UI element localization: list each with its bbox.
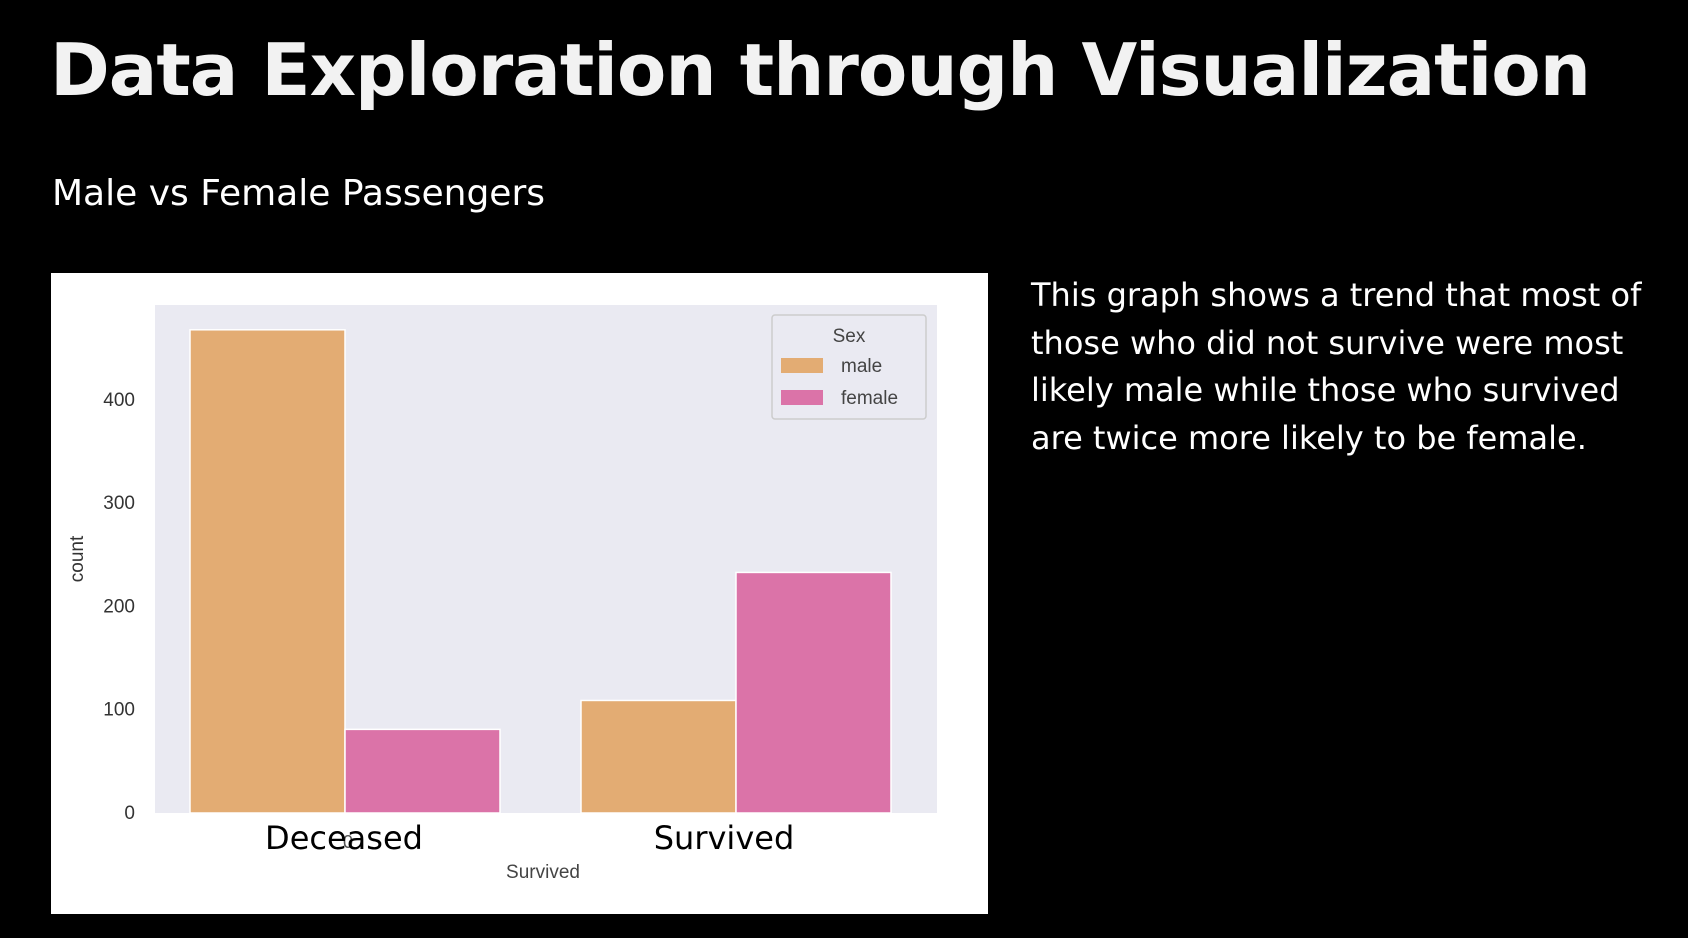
legend-label-female: female: [841, 388, 898, 409]
category-label-survived: Survived: [654, 819, 795, 857]
y-tick-label: 400: [103, 390, 135, 411]
bar-male-survived: [580, 699, 737, 814]
y-tick-label: 300: [103, 493, 135, 514]
x-tick-glyph: 0: [343, 832, 353, 852]
y-axis-label: count: [67, 535, 88, 582]
y-tick-label: 0: [124, 803, 135, 824]
slide-title: Data Exploration through Visualization: [50, 28, 1591, 112]
description-text: This graph shows a trend that most of th…: [1031, 276, 1642, 457]
legend-swatch-female: [781, 390, 823, 405]
legend-title: Sex: [833, 326, 866, 347]
category-label-deceased: Deceased: [265, 819, 423, 857]
y-tick-label: 100: [103, 700, 135, 721]
x-axis-label: Survived: [506, 862, 580, 883]
bar-male-deceased: [189, 329, 346, 814]
bar-female-survived: [735, 571, 892, 814]
legend-swatch-male: [781, 358, 823, 373]
bar-female-deceased: [344, 728, 501, 814]
legend-label-male: male: [841, 356, 882, 377]
slide-subtitle: Male vs Female Passengers: [52, 173, 546, 214]
chart-panel: 0 100 200 300 400 count Survived 0 Deceased Survi…: [51, 273, 988, 914]
y-tick-label: 200: [103, 596, 135, 617]
